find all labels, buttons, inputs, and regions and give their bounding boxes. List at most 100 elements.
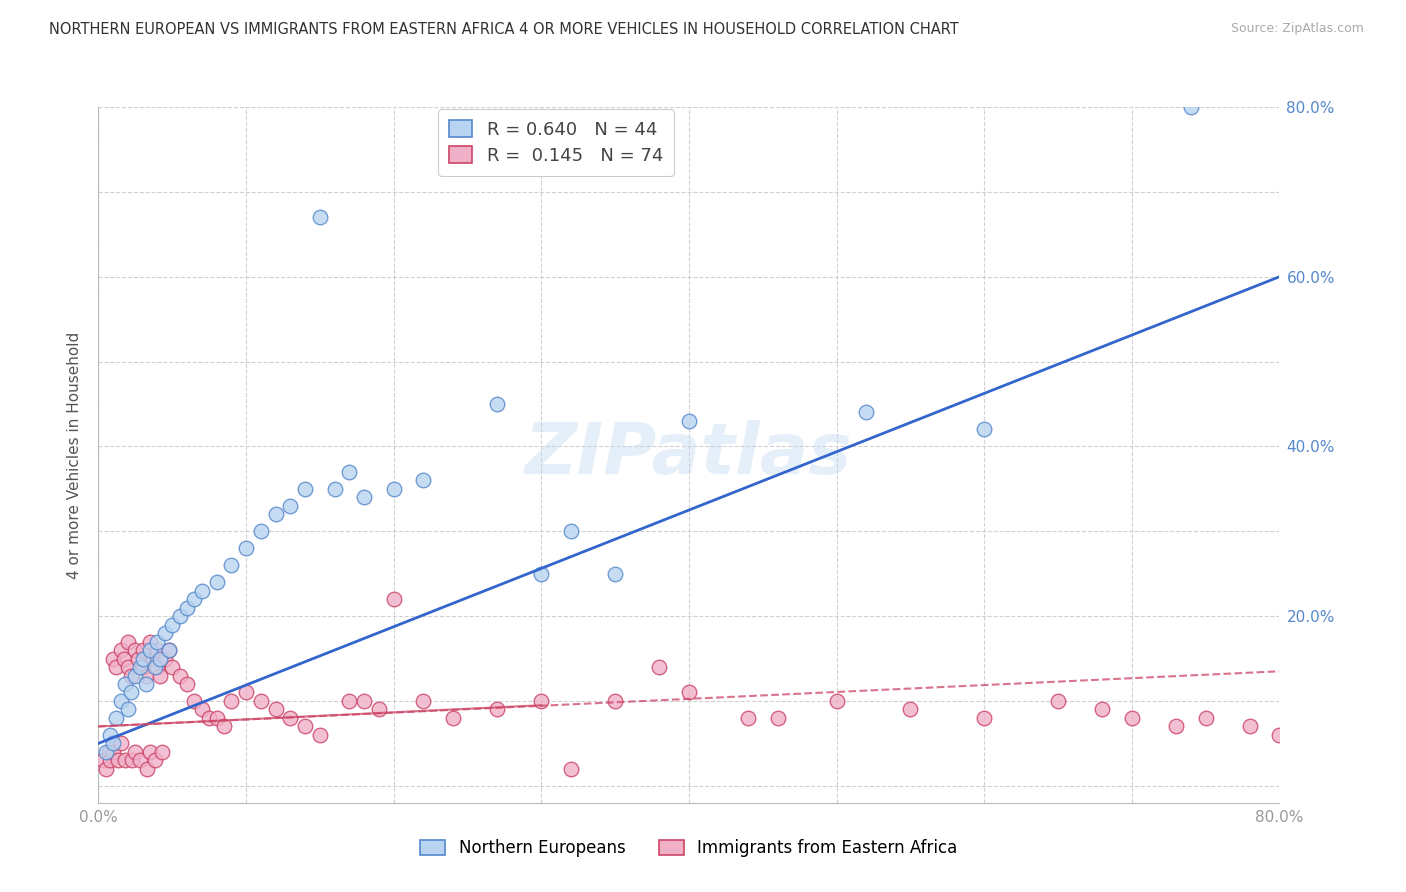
Point xyxy=(212,719,235,733)
Point xyxy=(157,643,180,657)
Point xyxy=(114,753,136,767)
Point xyxy=(1195,711,1218,725)
Point xyxy=(169,668,191,682)
Point xyxy=(143,660,166,674)
Point xyxy=(162,617,183,632)
Point xyxy=(294,719,316,733)
Point xyxy=(412,474,434,488)
Point xyxy=(605,694,627,708)
Point xyxy=(183,694,205,708)
Point xyxy=(678,414,700,428)
Point xyxy=(124,643,146,657)
Text: Source: ZipAtlas.com: Source: ZipAtlas.com xyxy=(1230,22,1364,36)
Point xyxy=(132,643,155,657)
Point xyxy=(235,685,257,699)
Point xyxy=(103,745,125,759)
Point xyxy=(149,651,172,665)
Point xyxy=(412,694,434,708)
Text: ZIPatlas: ZIPatlas xyxy=(526,420,852,490)
Point xyxy=(132,660,155,674)
Point xyxy=(278,499,302,513)
Point xyxy=(678,685,700,699)
Point xyxy=(107,753,129,767)
Point xyxy=(1091,702,1114,716)
Point xyxy=(191,702,214,716)
Point xyxy=(530,566,553,581)
Point xyxy=(124,668,146,682)
Point xyxy=(1046,694,1069,708)
Point xyxy=(855,405,877,419)
Point xyxy=(183,592,205,607)
Point xyxy=(110,694,132,708)
Point xyxy=(766,711,789,725)
Point xyxy=(648,660,671,674)
Point xyxy=(135,677,157,691)
Point xyxy=(94,745,117,759)
Text: NORTHERN EUROPEAN VS IMMIGRANTS FROM EASTERN AFRICA 4 OR MORE VEHICLES IN HOUSEH: NORTHERN EUROPEAN VS IMMIGRANTS FROM EAS… xyxy=(49,22,959,37)
Point xyxy=(309,211,332,225)
Point xyxy=(135,668,157,682)
Point xyxy=(146,643,169,657)
Point xyxy=(139,634,162,648)
Point xyxy=(309,728,332,742)
Point xyxy=(132,651,155,665)
Point xyxy=(382,482,405,496)
Legend: Northern Europeans, Immigrants from Eastern Africa: Northern Europeans, Immigrants from East… xyxy=(413,833,965,864)
Point xyxy=(149,668,172,682)
Point xyxy=(486,397,509,411)
Point xyxy=(91,753,114,767)
Point xyxy=(353,491,375,505)
Point xyxy=(1268,728,1291,742)
Point xyxy=(294,482,316,496)
Point xyxy=(127,651,149,665)
Point xyxy=(198,711,221,725)
Point xyxy=(153,651,176,665)
Point xyxy=(973,711,995,725)
Point xyxy=(250,694,273,708)
Point xyxy=(117,702,139,716)
Point xyxy=(441,711,464,725)
Point xyxy=(176,600,198,615)
Point xyxy=(103,736,125,750)
Point xyxy=(139,745,162,759)
Point xyxy=(128,753,150,767)
Point xyxy=(110,643,132,657)
Point xyxy=(339,694,360,708)
Point xyxy=(560,524,582,539)
Point xyxy=(97,745,120,759)
Point xyxy=(205,575,228,590)
Point xyxy=(368,702,391,716)
Point xyxy=(112,651,135,665)
Y-axis label: 4 or more Vehicles in Household: 4 or more Vehicles in Household xyxy=(67,331,83,579)
Point xyxy=(382,592,405,607)
Point xyxy=(235,541,257,556)
Point xyxy=(1121,711,1143,725)
Point xyxy=(1239,719,1261,733)
Point xyxy=(825,694,848,708)
Point xyxy=(264,702,287,716)
Point xyxy=(323,482,346,496)
Point xyxy=(136,762,159,776)
Point xyxy=(94,762,117,776)
Point xyxy=(900,702,922,716)
Point xyxy=(98,753,121,767)
Point xyxy=(124,745,146,759)
Point xyxy=(353,694,375,708)
Point xyxy=(146,660,169,674)
Point xyxy=(264,508,287,522)
Point xyxy=(114,677,136,691)
Point xyxy=(117,660,139,674)
Point xyxy=(486,702,509,716)
Point xyxy=(176,677,198,691)
Point xyxy=(1298,719,1320,733)
Point xyxy=(153,626,176,640)
Point xyxy=(117,634,139,648)
Point xyxy=(146,634,169,648)
Point xyxy=(150,745,173,759)
Point xyxy=(1180,100,1202,114)
Point xyxy=(139,643,162,657)
Point xyxy=(737,711,759,725)
Point xyxy=(560,762,582,776)
Point xyxy=(191,583,214,598)
Point xyxy=(605,566,627,581)
